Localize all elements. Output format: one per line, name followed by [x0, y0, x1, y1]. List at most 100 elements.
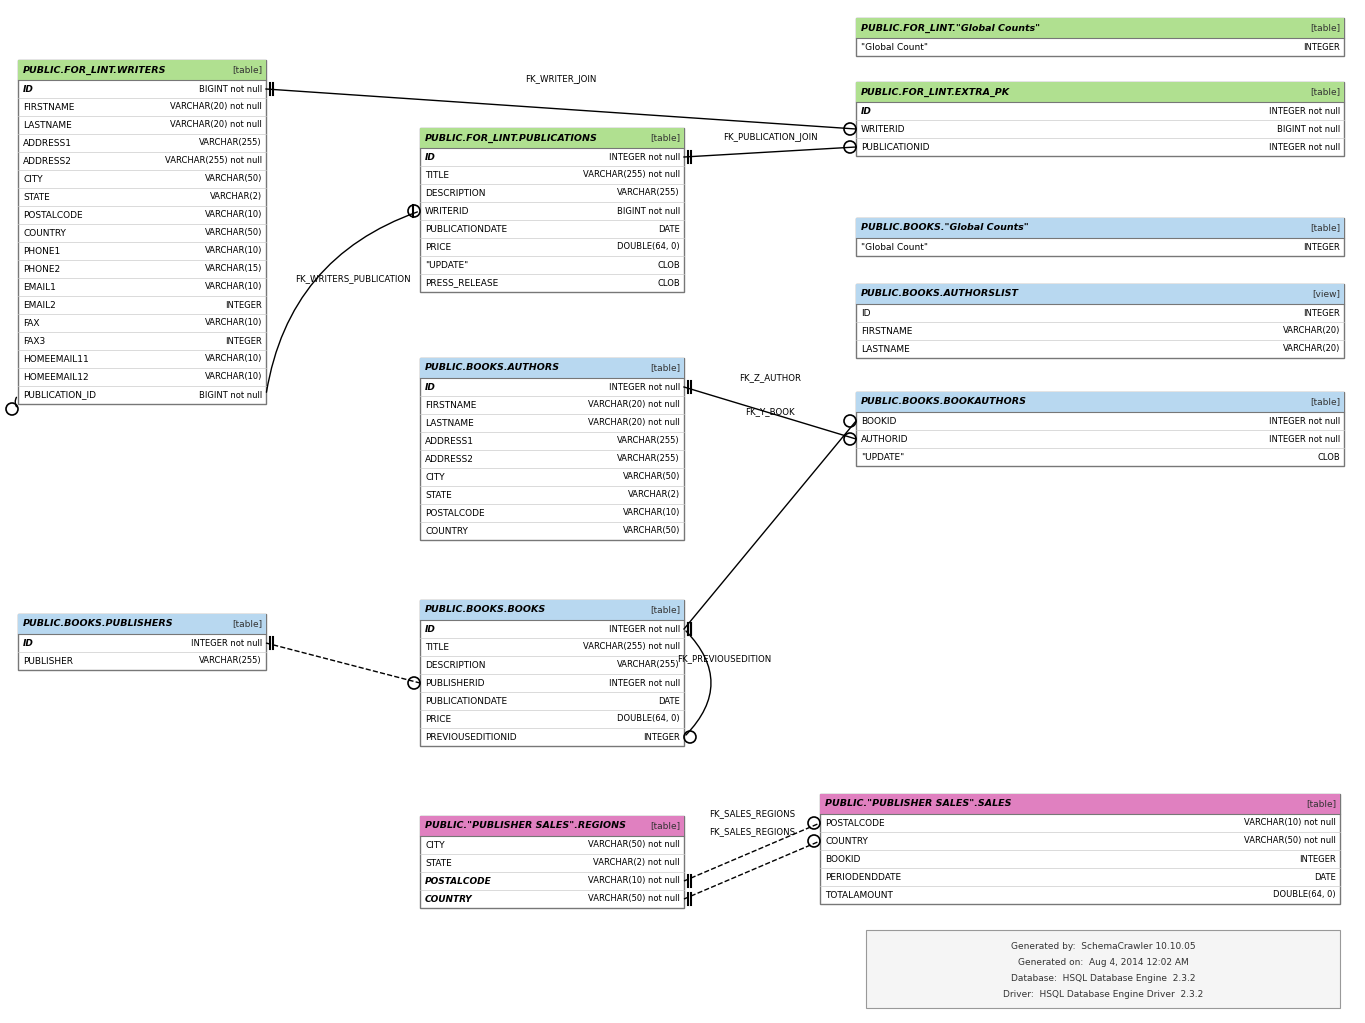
Text: TITLE: TITLE [425, 171, 449, 179]
Text: VARCHAR(15): VARCHAR(15) [205, 265, 262, 273]
Text: INTEGER not null: INTEGER not null [1268, 435, 1340, 444]
Text: PHONE1: PHONE1 [23, 247, 60, 256]
Text: VARCHAR(20) not null: VARCHAR(20) not null [588, 418, 680, 428]
Text: WRITERID: WRITERID [425, 207, 470, 216]
Text: BOOKID: BOOKID [824, 854, 860, 863]
Bar [856, 18, 1345, 56]
Text: Generated on:  Aug 4, 2014 12:02 AM: Generated on: Aug 4, 2014 12:02 AM [1018, 958, 1189, 967]
Text: PUBLISHERID: PUBLISHERID [425, 678, 485, 687]
Text: AUTHORID: AUTHORID [861, 435, 909, 444]
Text: VARCHAR(20) not null: VARCHAR(20) not null [171, 102, 262, 112]
Text: PUBLICATIONID: PUBLICATIONID [861, 142, 930, 151]
Text: CLOB: CLOB [1317, 452, 1340, 461]
FancyArrowPatch shape [687, 631, 711, 735]
Text: PERIODENDDATE: PERIODENDDATE [824, 873, 901, 882]
Text: VARCHAR(255): VARCHAR(255) [617, 661, 680, 669]
Bar [856, 18, 1345, 38]
Text: PUBLICATIONDATE: PUBLICATIONDATE [425, 697, 508, 706]
Text: [table]: [table] [232, 65, 262, 75]
Text: VARCHAR(50): VARCHAR(50) [205, 175, 262, 183]
Bar [820, 794, 1340, 814]
Text: INTEGER: INTEGER [1304, 242, 1340, 252]
Text: PRICE: PRICE [425, 714, 450, 723]
Text: EMAIL2: EMAIL2 [23, 301, 56, 310]
Text: INTEGER: INTEGER [225, 301, 262, 310]
Text: INTEGER not null: INTEGER not null [609, 624, 680, 633]
Text: COUNTRY: COUNTRY [824, 837, 868, 845]
Text: BIGINT not null: BIGINT not null [199, 391, 262, 400]
Bar [420, 358, 684, 379]
Text: VARCHAR(10): VARCHAR(10) [205, 372, 262, 382]
Text: ID: ID [861, 309, 871, 317]
Text: PUBLICATION_ID: PUBLICATION_ID [23, 391, 96, 400]
Text: DESCRIPTION: DESCRIPTION [425, 188, 486, 197]
Text: DOUBLE(64, 0): DOUBLE(64, 0) [617, 242, 680, 252]
Text: ID: ID [23, 85, 34, 93]
Bar [856, 82, 1345, 155]
Text: FK_SALES_REGIONS: FK_SALES_REGIONS [708, 809, 794, 818]
Text: VARCHAR(20) not null: VARCHAR(20) not null [588, 400, 680, 409]
Text: VARCHAR(255) not null: VARCHAR(255) not null [583, 171, 680, 179]
Text: CITY: CITY [425, 473, 445, 482]
Text: ID: ID [861, 106, 872, 116]
Bar [856, 82, 1345, 102]
Text: TITLE: TITLE [425, 642, 449, 652]
Text: ADDRESS2: ADDRESS2 [23, 157, 72, 166]
Text: VARCHAR(2): VARCHAR(2) [628, 490, 680, 499]
Text: [table]: [table] [1306, 800, 1336, 808]
Text: INTEGER: INTEGER [643, 732, 680, 742]
Text: [table]: [table] [1310, 223, 1340, 232]
Bar [420, 601, 684, 746]
Text: [table]: [table] [1310, 88, 1340, 96]
Text: [table]: [table] [232, 620, 262, 628]
Text: VARCHAR(2): VARCHAR(2) [210, 192, 262, 202]
Text: DOUBLE(64, 0): DOUBLE(64, 0) [617, 714, 680, 723]
Text: PRESS_RELEASE: PRESS_RELEASE [425, 278, 498, 287]
Text: PREVIOUSEDITIONID: PREVIOUSEDITIONID [425, 732, 516, 742]
Text: PUBLIC.BOOKS."Global Counts": PUBLIC.BOOKS."Global Counts" [861, 223, 1029, 232]
Text: PUBLIC.BOOKS.AUTHORS: PUBLIC.BOOKS.AUTHORS [425, 363, 560, 372]
Text: COUNTRY: COUNTRY [23, 228, 66, 237]
Text: COUNTRY: COUNTRY [425, 527, 468, 535]
Text: "Global Count": "Global Count" [861, 43, 928, 51]
Bar [856, 392, 1345, 412]
Text: FK_WRITERS_PUBLICATION: FK_WRITERS_PUBLICATION [295, 274, 411, 283]
Text: POSTALCODE: POSTALCODE [23, 211, 83, 220]
Text: VARCHAR(10): VARCHAR(10) [205, 318, 262, 327]
Text: WRITERID: WRITERID [861, 125, 905, 133]
Text: PUBLIC.BOOKS.BOOKAUTHORS: PUBLIC.BOOKS.BOOKAUTHORS [861, 398, 1026, 406]
Bar [18, 614, 266, 670]
Text: PHONE2: PHONE2 [23, 265, 60, 273]
Bar [420, 601, 684, 620]
Text: FIRSTNAME: FIRSTNAME [425, 400, 476, 409]
Text: VARCHAR(255) not null: VARCHAR(255) not null [165, 157, 262, 166]
Bar [856, 218, 1345, 256]
Text: LASTNAME: LASTNAME [425, 418, 474, 428]
Text: PUBLIC.FOR_LINT.PUBLICATIONS: PUBLIC.FOR_LINT.PUBLICATIONS [425, 133, 598, 142]
Text: POSTALCODE: POSTALCODE [425, 877, 491, 886]
Text: FAX: FAX [23, 318, 40, 327]
Text: FIRSTNAME: FIRSTNAME [861, 326, 912, 336]
Bar [856, 218, 1345, 238]
Text: VARCHAR(10) not null: VARCHAR(10) not null [588, 877, 680, 886]
Text: INTEGER not null: INTEGER not null [191, 638, 262, 648]
Text: PUBLIC."PUBLISHER SALES".REGIONS: PUBLIC."PUBLISHER SALES".REGIONS [425, 821, 627, 831]
Text: HOMEEMAIL11: HOMEEMAIL11 [23, 355, 89, 363]
Text: EMAIL1: EMAIL1 [23, 282, 56, 292]
Text: [table]: [table] [1310, 398, 1340, 406]
Text: FK_SALES_REGIONS: FK_SALES_REGIONS [708, 827, 794, 836]
Text: CLOB: CLOB [658, 278, 680, 287]
Text: FK_Z_AUTHOR: FK_Z_AUTHOR [738, 373, 801, 382]
Text: PUBLIC.FOR_LINT.WRITERS: PUBLIC.FOR_LINT.WRITERS [23, 65, 167, 75]
Bar [18, 60, 266, 80]
Text: STATE: STATE [23, 192, 49, 202]
Text: VARCHAR(255): VARCHAR(255) [617, 437, 680, 445]
Text: INTEGER: INTEGER [1304, 309, 1340, 317]
Text: VARCHAR(50): VARCHAR(50) [622, 473, 680, 482]
Text: VARCHAR(10): VARCHAR(10) [205, 355, 262, 363]
Text: VARCHAR(255): VARCHAR(255) [617, 454, 680, 463]
Text: [view]: [view] [1312, 290, 1340, 299]
Text: FK_PREVIOUSEDITION: FK_PREVIOUSEDITION [677, 654, 771, 663]
Text: DATE: DATE [658, 224, 680, 233]
Text: PUBLIC.BOOKS.PUBLISHERS: PUBLIC.BOOKS.PUBLISHERS [23, 620, 173, 628]
